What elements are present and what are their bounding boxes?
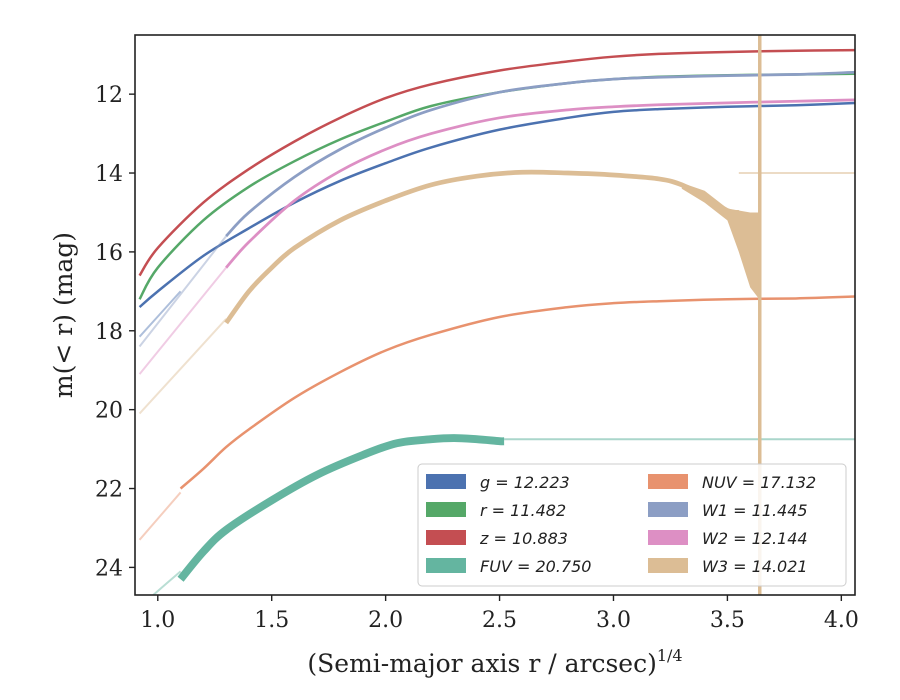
series-0-curve [138,101,855,309]
legend-item-5: W1 = 11.445 [648,501,808,520]
series-3-extrapolation [152,570,182,595]
x-tick-label-0: 1.0 [140,608,175,633]
axes-layer: 1.0 1.5 2.0 2.5 3.0 3.5 4.0 12 14 16 18 20 22 24 (Semi… [49,34,859,678]
series-0-extrapolation [138,290,182,338]
series-7 [138,169,855,415]
legend-swatch-0 [426,474,466,489]
series-4 [138,295,855,541]
legend-box [417,463,847,587]
x-tick-label-3: 2.5 [482,608,517,633]
legend-item-6: W2 = 12.144 [648,529,808,548]
series-5-extrapolation [138,235,227,348]
x-tick-label-2: 2.0 [368,608,403,633]
legend-item-2: z = 10.883 [426,529,568,548]
series-6 [138,98,855,375]
plot-frame [134,34,856,596]
legend-label-3: FUV = 20.750 [480,557,591,576]
y-tick-label-1: 14 [95,162,123,187]
legend-label-7: W3 = 14.021 [702,557,808,576]
legend-swatch-2 [426,530,466,545]
x-axis-label: (Semi-major axis r / arcsec)1/4 [307,646,682,678]
series-6-extrapolation [138,267,227,375]
legend-item-3: FUV = 20.750 [426,557,591,576]
legend-label-5: W1 = 11.445 [702,501,808,520]
series-5-curve [225,70,855,238]
legend-swatch-3 [426,558,466,573]
legend-label-1: r = 11.482 [480,501,566,520]
y-tick-label-2: 16 [95,241,123,266]
x-tick-label-4: 3.0 [596,608,631,633]
legend-item-1: r = 11.482 [426,501,566,520]
series-0 [138,101,855,338]
series-7-extrapolation [138,318,227,415]
legend-item-7: W3 = 14.021 [648,557,808,576]
y-tick-label-3: 18 [95,320,123,345]
series-3-curve [177,434,505,582]
legend: g = 12.223 r = 11.482 z = 10.883 FUV = 20.7… [417,463,847,587]
legend-label-0: g = 12.223 [480,473,570,492]
legend-item-4: NUV = 17.132 [648,473,816,492]
series-2-curve [138,48,855,277]
series-3 [152,434,855,595]
legend-label-2: z = 10.883 [479,529,568,548]
x-tick-label-6: 4.0 [824,608,859,633]
series-layer [138,35,855,595]
x-tick-label-1: 1.5 [254,608,289,633]
y-tick-label-4: 20 [95,399,123,424]
legend-swatch-4 [648,474,688,489]
legend-swatch-1 [426,502,466,517]
series-5 [138,70,855,348]
series-6-curve [225,98,855,269]
x-tick-label-5: 3.5 [710,608,745,633]
legend-label-4: NUV = 17.132 [702,473,816,492]
series-4-extrapolation [138,491,182,541]
legend-swatch-6 [648,530,688,545]
series-2 [138,48,855,277]
y-axis-label: m(< r) (mag) [49,232,78,398]
y-tick-label-6: 24 [95,556,123,581]
series-4-curve [179,295,855,490]
legend-label-6: W2 = 12.144 [702,529,808,548]
legend-swatch-7 [648,558,688,573]
legend-item-0: g = 12.223 [426,473,570,492]
series-7-dip [681,182,760,300]
y-tick-label-0: 12 [95,83,123,108]
legend-swatch-5 [648,502,688,517]
y-tick-label-5: 22 [95,478,123,503]
